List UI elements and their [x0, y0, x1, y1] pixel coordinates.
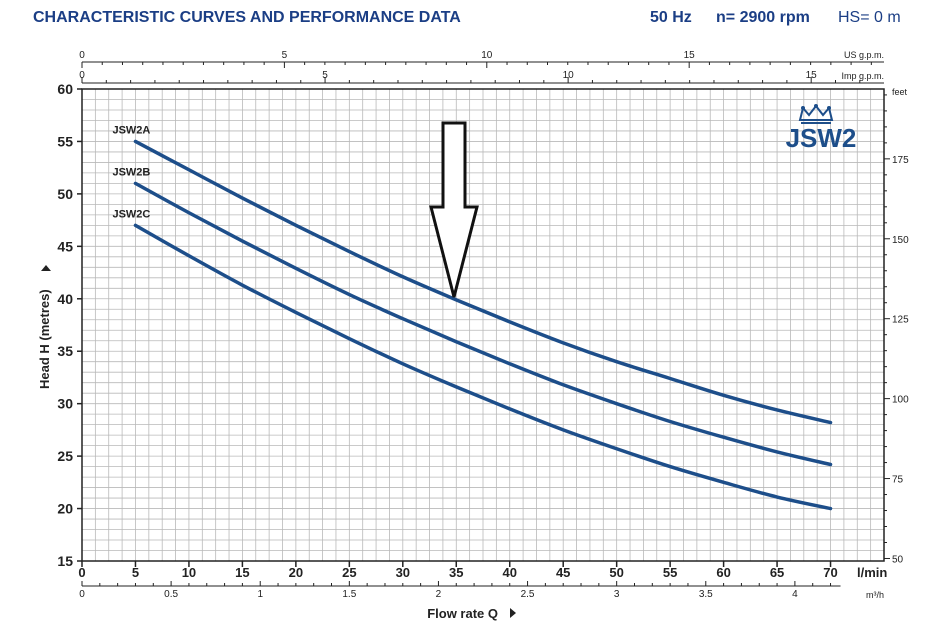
us-gpm-tick-label: 5	[282, 50, 288, 61]
x-tick-label: 60	[716, 565, 730, 580]
suction-label: HS= 0 m	[838, 9, 901, 26]
y-tick-label: 60	[57, 81, 73, 97]
y-tick-label: 15	[57, 553, 73, 569]
x-tick-label: 15	[235, 565, 249, 580]
imp-gpm-unit-label: Imp g.p.m.	[841, 71, 884, 81]
y-tick-label: 50	[57, 186, 73, 202]
us-gpm-tick-label: 15	[684, 50, 696, 61]
y-tick-label: 20	[57, 501, 73, 517]
x-tick-label: 40	[502, 565, 516, 580]
x-tick-label: 5	[132, 565, 139, 580]
series-line-jsw2c	[133, 223, 833, 511]
us-gpm-tick-label: 10	[481, 50, 493, 61]
feet-tick-label: 125	[892, 315, 909, 326]
imp-gpm-tick-label: 15	[806, 70, 818, 81]
feet-tick-label: 150	[892, 235, 909, 246]
series-line-jsw2a	[133, 139, 833, 425]
series-label-jsw2b: JSW2B	[112, 166, 150, 178]
m3h-tick-label: 3.5	[699, 589, 713, 600]
y-tick-label: 30	[57, 396, 73, 412]
x-tick-label: 20	[289, 565, 303, 580]
m3h-tick-label: 2.5	[521, 589, 535, 600]
feet-tick-label: 175	[892, 155, 909, 166]
imp-gpm-tick-label: 5	[322, 70, 328, 81]
m3h-tick-label: 3	[614, 589, 620, 600]
x-axis-title: Flow rate Q	[427, 606, 498, 621]
m3h-tick-label: 2	[436, 589, 442, 600]
plot-frame	[81, 88, 885, 562]
y-tick-label: 25	[57, 448, 73, 464]
y-tick-label: 45	[57, 238, 73, 254]
x-tick-label: 0	[78, 565, 85, 580]
m3h-tick-label: 1	[257, 589, 263, 600]
feet-tick-label: 75	[892, 475, 904, 486]
x-unit-label: l/min	[857, 565, 887, 580]
series-label-jsw2c: JSW2C	[112, 208, 150, 220]
speed-label: n= 2900 rpm	[716, 9, 810, 26]
x-tick-label: 45	[556, 565, 570, 580]
chart-grid	[81, 88, 885, 562]
y-axis-title: Head H (metres)	[37, 289, 52, 389]
imp-gpm-tick-label: 0	[79, 70, 85, 81]
y-axis-title-arrow-icon	[41, 265, 51, 271]
us-gpm-unit-label: US g.p.m.	[844, 50, 884, 60]
m3h-unit-label: m³/h	[866, 590, 884, 600]
x-tick-label: 55	[663, 565, 677, 580]
series-label-jsw2a: JSW2A	[112, 124, 150, 136]
logo: JSW2	[786, 104, 857, 153]
m3h-tick-label: 1.5	[342, 589, 356, 600]
x-axis-title-arrow-icon	[510, 608, 516, 618]
feet-tick-label: 50	[892, 554, 904, 565]
us-gpm-tick-label: 0	[79, 50, 85, 61]
logo-text: JSW2	[786, 123, 857, 153]
annotation-arrow	[429, 121, 479, 298]
x-tick-label: 50	[609, 565, 623, 580]
x-tick-label: 70	[823, 565, 837, 580]
chart-header-title: CHARACTERISTIC CURVES AND PERFORMANCE DA…	[33, 9, 461, 26]
series-line-jsw2b	[133, 181, 833, 467]
y-tick-label: 35	[57, 343, 73, 359]
y-tick-label: 55	[57, 133, 73, 149]
y-tick-label: 40	[57, 291, 73, 307]
m3h-tick-label: 0.5	[164, 589, 178, 600]
m3h-tick-label: 0	[79, 589, 85, 600]
x-tick-label: 35	[449, 565, 463, 580]
feet-unit-label: feet	[892, 87, 908, 97]
feet-tick-label: 100	[892, 395, 909, 406]
x-tick-label: 30	[396, 565, 410, 580]
imp-gpm-tick-label: 10	[563, 70, 575, 81]
m3h-tick-label: 4	[792, 589, 798, 600]
x-tick-label: 65	[770, 565, 784, 580]
series-layer: JSW2A JSW2B JSW2C	[112, 124, 833, 511]
x-tick-label: 10	[182, 565, 196, 580]
frequency-label: 50 Hz	[650, 9, 692, 26]
crown-icon	[798, 104, 834, 124]
x-tick-label: 25	[342, 565, 356, 580]
down-arrow-icon	[429, 121, 479, 298]
